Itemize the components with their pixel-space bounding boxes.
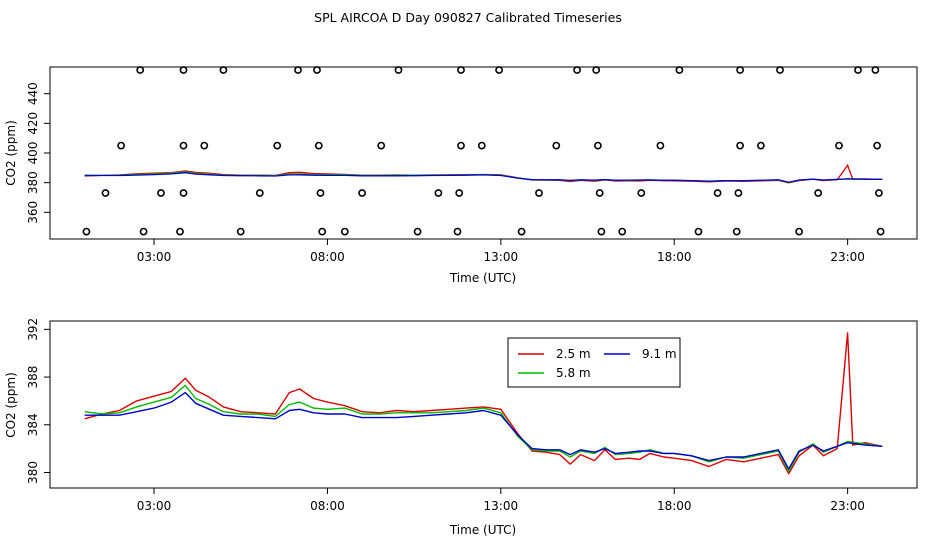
top-y-axis-label: CO2 (ppm): [4, 120, 18, 186]
reference-point-marker: [618, 227, 627, 236]
reference-point-marker: [179, 141, 188, 150]
bottom-x-tick-label: 18:00: [657, 499, 692, 513]
reference-point-marker: [535, 189, 543, 197]
bottom-plot-frame: [49, 320, 918, 489]
top-y-tick-label: 360: [26, 201, 40, 224]
series-line-91m: [84, 391, 883, 470]
reference-point-marker: [694, 227, 703, 236]
bottom-y-tick-label: 384: [26, 413, 40, 436]
reference-point-marker: [871, 66, 880, 74]
reference-point-marker: [179, 189, 188, 197]
reference-point-marker: [457, 66, 465, 74]
reference-point-marker: [273, 141, 282, 150]
reference-point-marker: [236, 227, 245, 236]
reference-point-marker: [377, 141, 386, 150]
bottom-y-axis-label: CO2 (ppm): [4, 372, 18, 438]
bottom-y-tick-label: 380: [26, 461, 40, 484]
reference-point-marker: [713, 189, 722, 197]
reference-point-marker: [573, 66, 581, 74]
reference-point-marker: [776, 66, 784, 74]
bottom-y-tick-label: 392: [26, 318, 40, 341]
top-panel-timeseries: CO2 (ppm) Time (UTC) 03:00 08:00 13:00 18:0…: [4, 66, 918, 285]
legend-label-91m: 9.1 m: [642, 347, 677, 361]
reference-point-marker: [200, 141, 209, 150]
reference-point-marker: [340, 227, 349, 236]
top-x-tick-label: 13:00: [484, 250, 519, 264]
reference-point-marker: [875, 189, 883, 197]
reference-point-marker: [394, 66, 403, 74]
reference-point-marker: [592, 66, 601, 74]
legend-box: [507, 337, 681, 388]
bottom-x-tick-label: 13:00: [484, 499, 519, 513]
reference-point-marker: [732, 227, 741, 236]
reference-point-marker: [136, 66, 145, 74]
reference-point-marker: [101, 189, 110, 197]
reference-point-marker: [835, 141, 843, 150]
top-y-tick-label: 440: [26, 82, 40, 105]
reference-point-marker: [316, 189, 325, 197]
reference-point-marker: [594, 141, 602, 150]
legend: 2.5 m 5.8 m 9.1 m: [507, 337, 681, 388]
reference-point-marker: [358, 189, 366, 197]
bottom-x-tick-label: 08:00: [310, 499, 345, 513]
reference-point-marker: [734, 189, 743, 197]
reference-point-marker: [736, 141, 744, 150]
reference-point-marker: [455, 189, 464, 197]
reference-point-marker: [434, 189, 443, 197]
reference-point-marker: [637, 189, 646, 197]
reference-point-marker: [795, 227, 803, 236]
bottom-x-tick-label: 03:00: [137, 499, 172, 513]
reference-point-marker: [854, 66, 862, 74]
reference-point-marker: [656, 141, 665, 150]
reference-point-marker: [495, 66, 503, 74]
bottom-panel-timeseries: CO2 (ppm) Time (UTC) 2.5 m 5.8 m 9.1 m 03:…: [4, 318, 918, 537]
reference-point-marker: [595, 189, 604, 197]
reference-point-marker: [179, 66, 188, 74]
legend-label-25m: 2.5 m: [556, 347, 591, 361]
reference-point-marker: [552, 141, 561, 150]
reference-point-marker: [814, 189, 823, 197]
reference-point-marker: [294, 66, 302, 74]
reference-point-marker: [736, 66, 744, 74]
reference-point-marker: [757, 141, 765, 150]
reference-point-marker: [157, 189, 165, 197]
reference-point-marker: [313, 66, 321, 74]
top-x-axis-label: Time (UTC): [449, 271, 516, 285]
reference-point-marker: [873, 141, 881, 150]
top-x-tick-label: 03:00: [137, 250, 172, 264]
reference-point-marker: [318, 227, 327, 236]
series-line-58m: [84, 384, 883, 472]
top-plot-frame: [49, 66, 918, 240]
top-y-tick-label: 400: [26, 142, 40, 165]
reference-point-marker: [82, 227, 91, 236]
reference-point-marker: [117, 141, 125, 150]
reference-point-marker: [176, 227, 184, 236]
figure-title: SPL AIRCOA D Day 090827 Calibrated Times…: [314, 10, 622, 25]
bottom-x-axis-label: Time (UTC): [449, 523, 516, 537]
reference-point-marker: [413, 227, 422, 236]
reference-point-marker: [453, 227, 462, 236]
reference-point-marker: [597, 227, 606, 236]
reference-point-marker: [255, 189, 264, 197]
top-y-tick-label: 420: [26, 112, 40, 135]
reference-point-marker: [517, 227, 526, 236]
series-line-25m: [84, 332, 883, 475]
reference-point-marker: [675, 66, 684, 74]
reference-point-marker: [457, 141, 465, 150]
reference-point-marker: [876, 227, 885, 236]
legend-label-58m: 5.8 m: [556, 366, 591, 380]
top-x-tick-label: 08:00: [310, 250, 345, 264]
reference-point-marker: [477, 141, 486, 150]
bottom-x-tick-label: 23:00: [830, 499, 865, 513]
top-x-tick-label: 18:00: [657, 250, 692, 264]
bottom-y-tick-label: 388: [26, 366, 40, 389]
reference-point-marker: [314, 141, 323, 150]
reference-point-marker: [219, 66, 228, 74]
top-y-tick-label: 380: [26, 171, 40, 194]
top-x-tick-label: 23:00: [830, 250, 865, 264]
top-series-line-91m: [84, 172, 883, 183]
reference-point-marker: [139, 227, 148, 236]
